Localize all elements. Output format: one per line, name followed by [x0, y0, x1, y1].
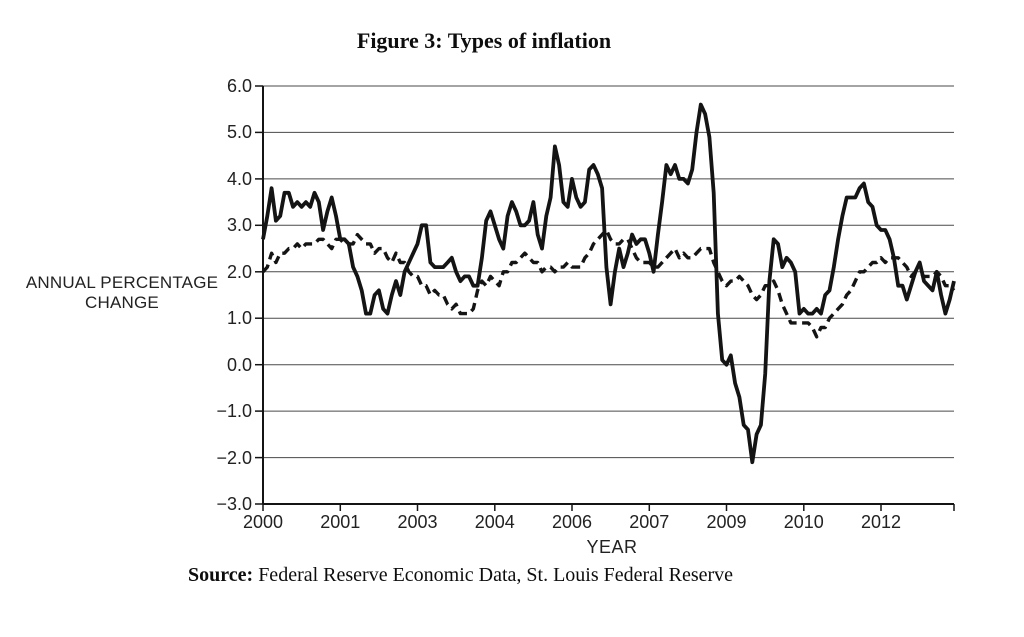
y-tick-label: 0.0 — [226, 354, 252, 375]
y-tick-label: 2.0 — [226, 261, 252, 282]
y-tick-label: −1.0 — [216, 401, 252, 422]
x-tick-label: 2000 — [242, 512, 284, 532]
x-tick-label: 2010 — [783, 512, 824, 532]
source-note: Source: Federal Reserve Economic Data, St… — [188, 564, 733, 587]
x-tick-label: 2012 — [861, 512, 902, 532]
inflation-line-chart — [255, 85, 956, 511]
x-tick-label: 2001 — [320, 512, 361, 532]
y-axis-title: ANNUAL PERCENTAGE CHANGE — [14, 273, 230, 313]
source-label: Source: — [188, 564, 254, 586]
x-tick-label: 2006 — [551, 512, 593, 532]
y-axis-title-line2: CHANGE — [85, 293, 159, 312]
x-tick-label: 2007 — [629, 512, 670, 532]
y-tick-label: 1.0 — [226, 308, 252, 329]
dashed-series-line — [261, 228, 956, 339]
solid-series-line — [261, 102, 956, 465]
source-text: Federal Reserve Economic Data, St. Louis… — [258, 564, 734, 586]
figure-title: Figure 3: Types of inflation — [356, 28, 612, 53]
x-tick-label: 2009 — [706, 512, 747, 532]
y-tick-label: 4.0 — [226, 168, 252, 189]
x-axis-title: YEAR — [586, 537, 638, 557]
y-tick-label: 3.0 — [226, 215, 252, 236]
x-tick-label: 2004 — [474, 512, 515, 532]
y-axis-title-line1: ANNUAL PERCENTAGE — [25, 273, 219, 292]
x-tick-label: 2003 — [397, 512, 438, 532]
y-tick-label: −2.0 — [216, 447, 252, 468]
y-tick-label: 5.0 — [226, 122, 252, 143]
y-tick-label: −3.0 — [216, 494, 252, 514]
y-tick-label: 6.0 — [226, 76, 252, 96]
